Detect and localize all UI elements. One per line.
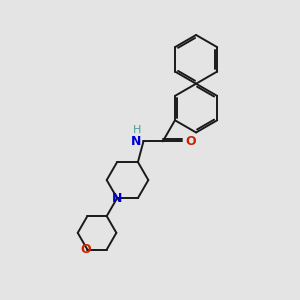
Text: H: H bbox=[133, 125, 141, 135]
Text: O: O bbox=[186, 135, 196, 148]
Text: O: O bbox=[81, 243, 91, 256]
Text: N: N bbox=[131, 135, 141, 148]
Text: N: N bbox=[112, 192, 122, 205]
